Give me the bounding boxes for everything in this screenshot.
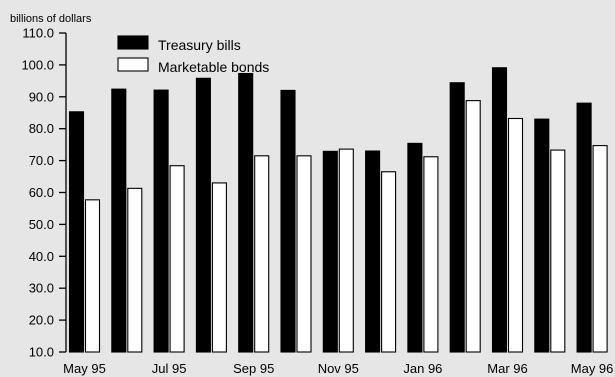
legend: Treasury bills Marketable bonds [117, 35, 269, 75]
x-tick-label: Jan 96 [403, 361, 442, 376]
bar-marketable-bonds-mar-96 [507, 117, 524, 353]
bar-treasury-bills-jun-95 [111, 88, 127, 353]
bar-treasury-bills-sep-95 [238, 72, 254, 353]
x-tick-label: Nov 95 [318, 361, 359, 376]
x-axis: May 95 Jul 95 Sep 95 Nov 95 Jan 96 Mar 96 May … [63, 361, 613, 376]
y-tick-label: 60.0 [29, 185, 54, 200]
bar-marketable-bonds-nov-95 [338, 148, 354, 353]
y-tick-label: 80.0 [29, 121, 54, 136]
bar-marketable-bonds-jul-95 [169, 165, 185, 353]
bar-treasury-bills-dec-95 [365, 150, 381, 353]
bar-treasury-bills-aug-95 [195, 77, 211, 353]
x-tick-label: May 95 [63, 361, 106, 376]
unit-label: billions of dollars [10, 13, 92, 25]
y-tick-label: 110.0 [22, 26, 54, 41]
y-tick-label: 70.0 [29, 153, 54, 168]
bar-treasury-bills-apr-96 [534, 118, 550, 353]
legend-label-marketable-bonds: Marketable bonds [158, 59, 269, 75]
bar-marketable-bonds-oct-95 [296, 155, 312, 353]
bar-treasury-bills-nov-95 [322, 150, 338, 353]
y-tick-label: 10.0 [29, 345, 54, 360]
y-tick-label: 40.0 [29, 249, 54, 264]
bar-marketable-bonds-apr-96 [550, 149, 566, 353]
y-tick-label: 90.0 [29, 89, 54, 104]
legend-swatch-treasury-bills [117, 35, 149, 50]
x-tick-label: Mar 96 [487, 361, 527, 376]
bar-treasury-bills-mar-96 [491, 67, 508, 353]
bar-marketable-bonds-aug-95 [211, 182, 227, 353]
bar-marketable-bonds-may-95 [84, 199, 101, 353]
bars [68, 67, 608, 353]
bar-marketable-bonds-jan-96 [423, 156, 439, 353]
legend-label-treasury-bills: Treasury bills [158, 37, 241, 53]
y-tick-label: 20.0 [29, 313, 54, 328]
bar-treasury-bills-jul-95 [153, 89, 169, 353]
bar-treasury-bills-oct-95 [280, 89, 296, 353]
bar-marketable-bonds-sep-95 [254, 155, 270, 353]
bar-marketable-bonds-feb-96 [465, 100, 481, 353]
y-tick-label: 100.0 [21, 57, 54, 72]
legend-swatch-marketable-bonds [117, 57, 149, 72]
bar-treasury-bills-jan-96 [407, 142, 423, 353]
bar-marketable-bonds-dec-95 [381, 171, 397, 353]
x-tick-label: Jul 95 [152, 361, 187, 376]
bar-treasury-bills-feb-96 [449, 82, 465, 353]
y-tick-label: 30.0 [29, 281, 54, 296]
bar-marketable-bonds-jun-95 [127, 187, 143, 353]
y-tick-label: 50.0 [29, 217, 54, 232]
bar-marketable-bonds-may-96 [592, 145, 608, 353]
x-tick-label: May 96 [571, 361, 614, 376]
bar-treasury-bills-may-95 [68, 111, 85, 353]
bar-treasury-bills-may-96 [576, 102, 592, 353]
x-tick-label: Sep 95 [233, 361, 274, 376]
y-axis: 10.0 20.0 30.0 40.0 50.0 60.0 70.0 80.0 90.0 100.… [21, 26, 67, 360]
